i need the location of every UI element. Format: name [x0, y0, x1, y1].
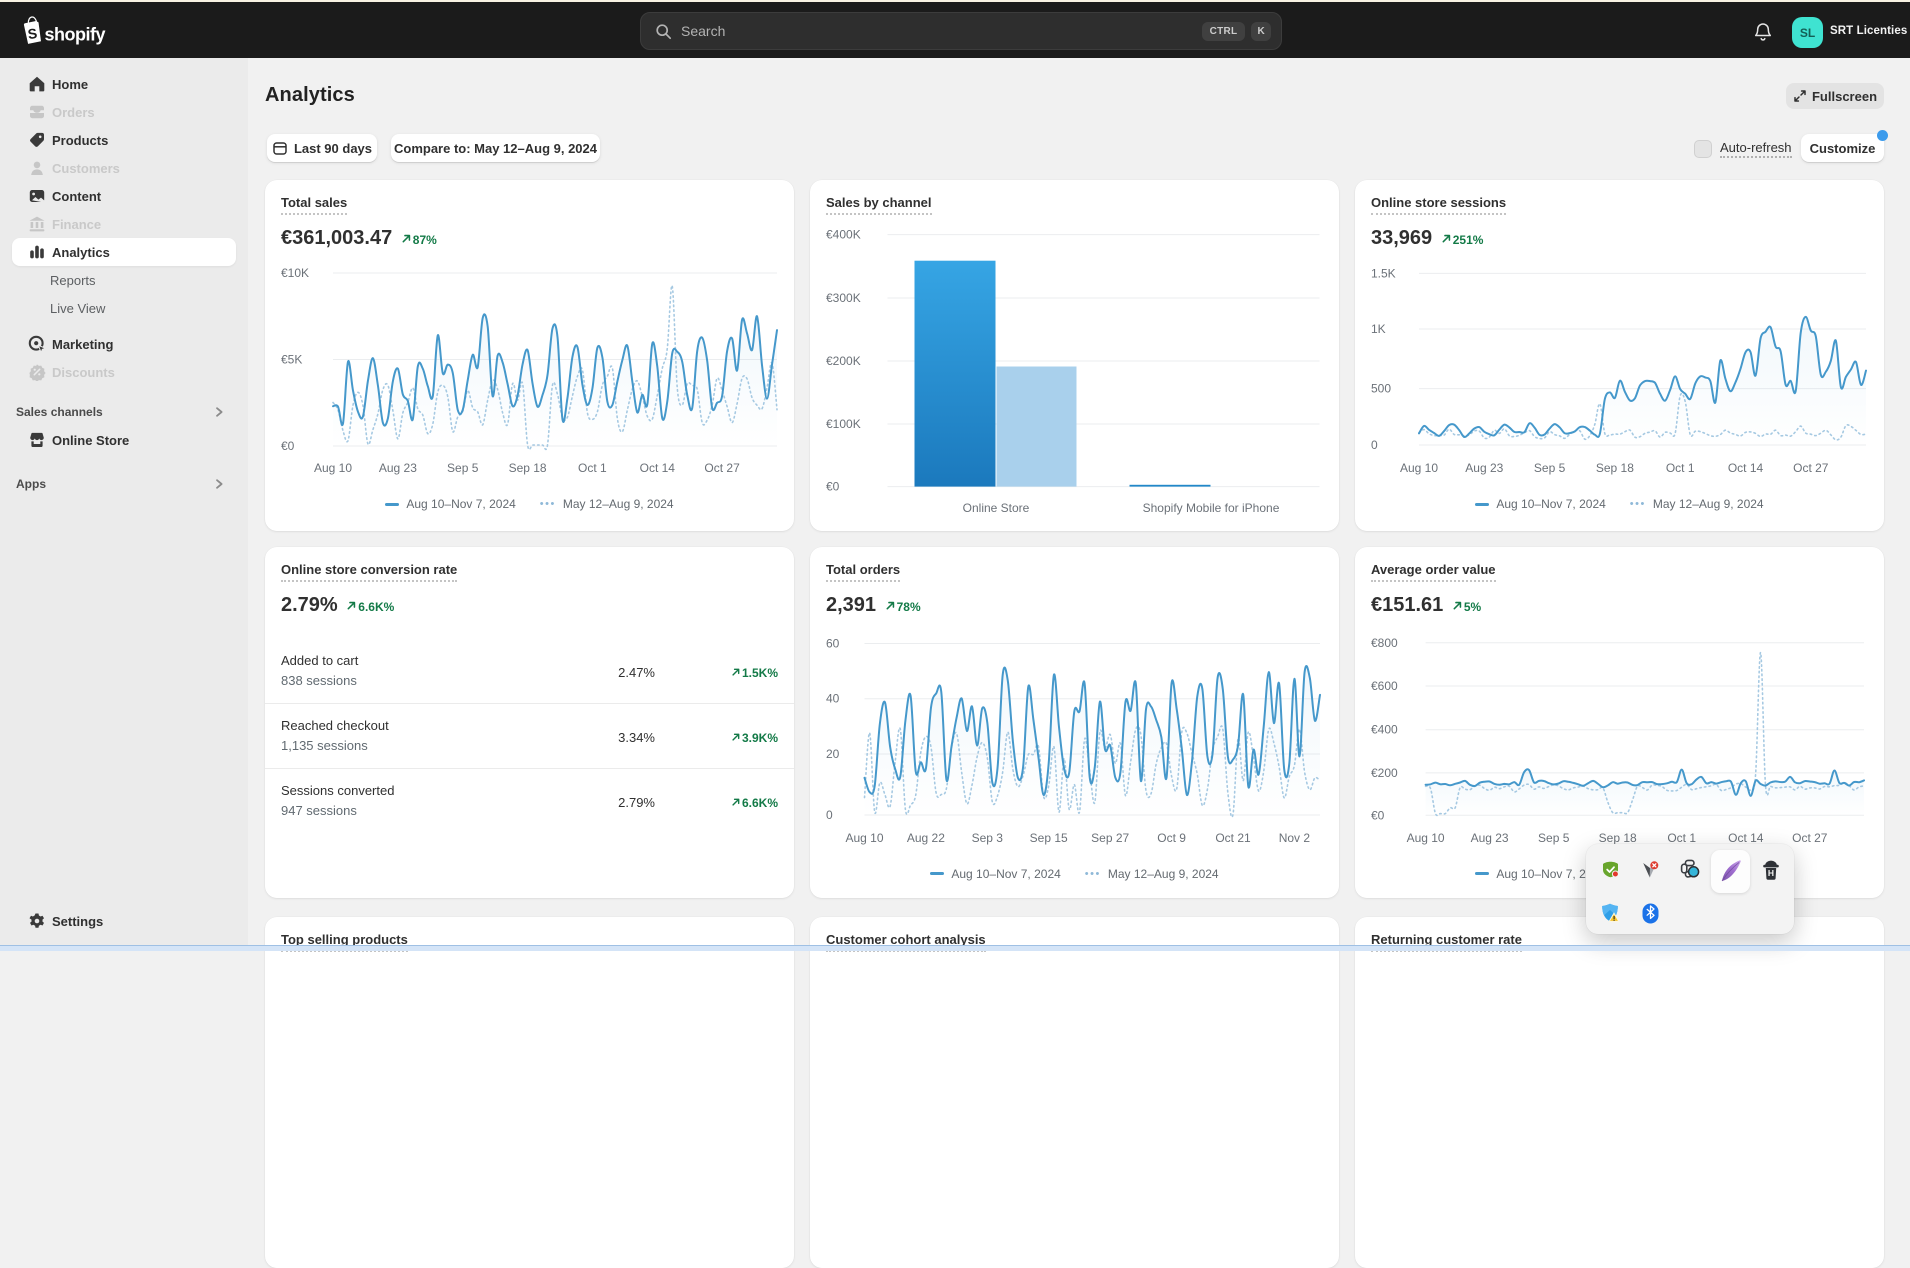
svg-text:€400K: €400K [826, 228, 861, 242]
svg-text:€0: €0 [281, 439, 295, 453]
svg-text:Sep 18: Sep 18 [509, 461, 547, 475]
svg-text:40: 40 [826, 692, 840, 706]
svg-text:€300K: €300K [826, 291, 861, 305]
svg-text:Sep 18: Sep 18 [1596, 461, 1634, 475]
svg-text:1.5K: 1.5K [1371, 266, 1396, 280]
svg-text:500: 500 [1371, 382, 1391, 396]
svg-text:€10K: €10K [281, 266, 309, 280]
svg-text:Sep 3: Sep 3 [972, 831, 1004, 845]
svg-text:Oct 9: Oct 9 [1157, 831, 1186, 845]
svg-text:Sep 15: Sep 15 [1030, 831, 1068, 845]
svg-text:Sep 5: Sep 5 [447, 461, 479, 475]
svg-text:€100K: €100K [826, 417, 861, 431]
svg-text:Oct 14: Oct 14 [1728, 831, 1764, 845]
svg-text:Oct 27: Oct 27 [704, 461, 740, 475]
svg-text:Sep 18: Sep 18 [1599, 831, 1637, 845]
svg-text:€400: €400 [1371, 723, 1398, 737]
svg-text:20: 20 [826, 747, 840, 761]
svg-text:Aug 23: Aug 23 [379, 461, 417, 475]
svg-text:Oct 1: Oct 1 [1666, 461, 1695, 475]
svg-text:H: H [1768, 868, 1774, 878]
svg-text:0: 0 [1371, 438, 1378, 452]
svg-text:0: 0 [826, 808, 833, 822]
svg-text:Aug 23: Aug 23 [1471, 831, 1509, 845]
svg-text:Nov 2: Nov 2 [1279, 831, 1311, 845]
svg-text:Oct 21: Oct 21 [1215, 831, 1251, 845]
svg-text:Shopify Mobile for iPhone: Shopify Mobile for iPhone [1143, 501, 1280, 515]
svg-text:60: 60 [826, 637, 840, 651]
svg-text:€0: €0 [826, 480, 840, 494]
svg-text:Oct 1: Oct 1 [578, 461, 607, 475]
svg-text:Sep 5: Sep 5 [1534, 461, 1566, 475]
svg-text:shopify: shopify [45, 25, 106, 45]
svg-text:Aug 10: Aug 10 [1400, 461, 1438, 475]
svg-text:Oct 14: Oct 14 [1728, 461, 1764, 475]
svg-text:Oct 27: Oct 27 [1793, 461, 1829, 475]
svg-text:Sep 27: Sep 27 [1091, 831, 1129, 845]
svg-text:€0: €0 [1371, 808, 1385, 822]
svg-text:Aug 23: Aug 23 [1465, 461, 1503, 475]
svg-text:1K: 1K [1371, 322, 1386, 336]
svg-text:€600: €600 [1371, 679, 1398, 693]
svg-text:Aug 10: Aug 10 [314, 461, 352, 475]
svg-text:Oct 1: Oct 1 [1667, 831, 1696, 845]
svg-text:Aug 10: Aug 10 [845, 831, 883, 845]
svg-text:Sep 5: Sep 5 [1538, 831, 1570, 845]
svg-text:Aug 22: Aug 22 [907, 831, 945, 845]
svg-text:€5K: €5K [281, 353, 302, 367]
svg-text:S: S [27, 25, 38, 42]
svg-text:Online Store: Online Store [963, 501, 1030, 515]
svg-text:Aug 10: Aug 10 [1407, 831, 1445, 845]
svg-text:€800: €800 [1371, 636, 1398, 650]
svg-text:Oct 14: Oct 14 [640, 461, 676, 475]
svg-text:€200K: €200K [826, 354, 861, 368]
svg-text:Oct 27: Oct 27 [1792, 831, 1828, 845]
svg-text:€200: €200 [1371, 766, 1398, 780]
